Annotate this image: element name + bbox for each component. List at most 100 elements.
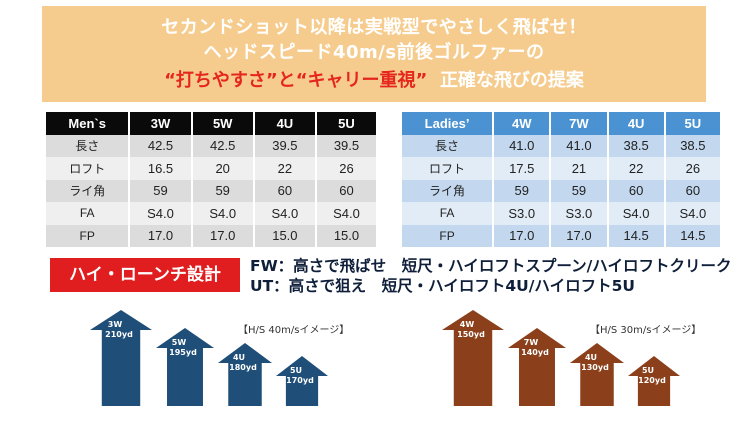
- arrow-club-label: 3W: [108, 320, 123, 329]
- table-cell: S3.0: [550, 202, 609, 225]
- ut-concept-line: UT：高さで狙え 短尺・ハイロフト4U/ハイロフト5U: [250, 277, 635, 295]
- table-row: 長さ 42.5 42.5 39.5 39.5: [46, 134, 376, 157]
- distance-arrow: [628, 356, 680, 406]
- table-cell: 26: [664, 157, 720, 180]
- row-label: FA: [46, 202, 131, 225]
- table-cell: 16.5: [129, 157, 193, 180]
- table-row: ライ角 59 59 60 60: [46, 179, 376, 202]
- table-cell: 17.0: [493, 224, 552, 247]
- table-cell: 15.0: [253, 224, 317, 247]
- row-label: ロフト: [402, 157, 495, 180]
- table-row: FP 17.0 17.0 14.5 14.5: [402, 224, 720, 247]
- table-cell: 17.5: [493, 157, 552, 180]
- table-header: 3W: [129, 112, 193, 135]
- arrow-distance-label: 120yd: [638, 376, 666, 385]
- table-header: 4U: [253, 112, 317, 135]
- table-cell: 39.5: [253, 134, 317, 157]
- table-header: Men`s: [46, 112, 131, 135]
- table-header: 7W: [550, 112, 609, 135]
- distance-arrow: [156, 328, 214, 406]
- table-cell: 20: [191, 157, 255, 180]
- headline-banner: セカンドショット以降は実戦型でやさしく飛ばせ！ ヘッドスピード40m/s前後ゴル…: [42, 6, 706, 102]
- ladies-spec-table: Ladies’ 4W 7W 4U 5U 長さ 41.0 41.0 38.5 38…: [402, 112, 720, 247]
- arrow-distance-label: 210yd: [105, 330, 133, 339]
- table-cell: 22: [253, 157, 317, 180]
- table-cell: 14.5: [664, 224, 720, 247]
- row-label: FA: [402, 202, 495, 225]
- table-cell: 38.5: [607, 134, 666, 157]
- table-header: 4U: [607, 112, 666, 135]
- distance-arrow: [276, 356, 328, 406]
- arrow-club-label: 4U: [585, 353, 597, 362]
- row-label: 長さ: [46, 134, 131, 157]
- table-cell: 21: [550, 157, 609, 180]
- table-cell: 41.0: [493, 134, 552, 157]
- table-cell: 60: [607, 179, 666, 202]
- table-row: ロフト 17.5 21 22 26: [402, 157, 720, 180]
- distance-arrow: [442, 310, 504, 406]
- row-label: ライ角: [402, 179, 495, 202]
- arrow-club-label: 5W: [172, 338, 187, 347]
- table-cell: 42.5: [191, 134, 255, 157]
- table-cell: 59: [129, 179, 193, 202]
- row-label: FP: [402, 224, 495, 247]
- table-cell: 59: [550, 179, 609, 202]
- table-header: 5U: [315, 112, 376, 135]
- arrow-distance-label: 180yd: [229, 363, 257, 372]
- table-cell: 22: [607, 157, 666, 180]
- table-row: 長さ 41.0 41.0 38.5 38.5: [402, 134, 720, 157]
- arrow-distance-label: 130yd: [581, 363, 609, 372]
- banner-line-2: ヘッドスピード40m/s前後ゴルファーの: [203, 42, 545, 63]
- distance-arrow: [508, 328, 566, 406]
- arrow-club-label: 4W: [460, 320, 475, 329]
- distance-arrow: [218, 343, 272, 406]
- table-cell: 17.0: [550, 224, 609, 247]
- table-header: 4W: [493, 112, 552, 135]
- club-concept-text: FW：高さで飛ばせ 短尺・ハイロフトスプーン/ハイロフトクリーク UT：高さで狙…: [250, 256, 731, 296]
- table-cell: 41.0: [550, 134, 609, 157]
- mens-hs-note: 【H/S 40m/sイメージ】: [238, 325, 350, 336]
- table-cell: 38.5: [664, 134, 720, 157]
- table-header-row: Ladies’ 4W 7W 4U 5U: [402, 112, 720, 135]
- table-cell: 26: [315, 157, 376, 180]
- table-header-row: Men`s 3W 5W 4U 5U: [46, 112, 376, 135]
- table-cell: 14.5: [607, 224, 666, 247]
- banner-line-3-rest: 正確な飛びの提案: [439, 70, 584, 91]
- high-launch-badge: ハイ・ローンチ設計: [50, 258, 240, 292]
- table-cell: 17.0: [129, 224, 193, 247]
- row-label: 長さ: [402, 134, 495, 157]
- table-cell: 17.0: [191, 224, 255, 247]
- row-label: FP: [46, 224, 131, 247]
- table-cell: 60: [253, 179, 317, 202]
- table-cell: S4.0: [129, 202, 193, 225]
- table-header: 5U: [664, 112, 720, 135]
- fw-concept-line: FW：高さで飛ばせ 短尺・ハイロフトスプーン/ハイロフトクリーク: [250, 257, 732, 275]
- table-cell: 39.5: [315, 134, 376, 157]
- banner-line-1: セカンドショット以降は実戦型でやさしく飛ばせ！: [161, 17, 587, 38]
- table-cell: 42.5: [129, 134, 193, 157]
- arrow-distance-label: 150yd: [457, 330, 485, 339]
- mens-spec-table: Men`s 3W 5W 4U 5U 長さ 42.5 42.5 39.5 39.5…: [46, 112, 376, 247]
- arrow-club-label: 7W: [524, 338, 539, 347]
- banner-highlight: “打ちやすさ”と“キャリー重視”: [164, 70, 428, 91]
- row-label: ロフト: [46, 157, 131, 180]
- table-cell: S3.0: [493, 202, 552, 225]
- table-cell: S4.0: [253, 202, 317, 225]
- row-label: ライ角: [46, 179, 131, 202]
- table-row: ライ角 59 59 60 60: [402, 179, 720, 202]
- table-header: Ladies’: [402, 112, 495, 135]
- distance-arrow: [570, 343, 624, 406]
- table-cell: 60: [315, 179, 376, 202]
- table-header: 5W: [191, 112, 255, 135]
- table-row: ロフト 16.5 20 22 26: [46, 157, 376, 180]
- table-cell: 59: [191, 179, 255, 202]
- table-row: FA S4.0 S4.0 S4.0 S4.0: [46, 202, 376, 225]
- table-cell: 15.0: [315, 224, 376, 247]
- arrow-club-label: 5U: [290, 366, 302, 375]
- table-cell: S4.0: [191, 202, 255, 225]
- ladies-hs-note: 【H/S 30m/sイメージ】: [590, 325, 702, 336]
- arrow-club-label: 4U: [233, 353, 245, 362]
- table-cell: S4.0: [664, 202, 720, 225]
